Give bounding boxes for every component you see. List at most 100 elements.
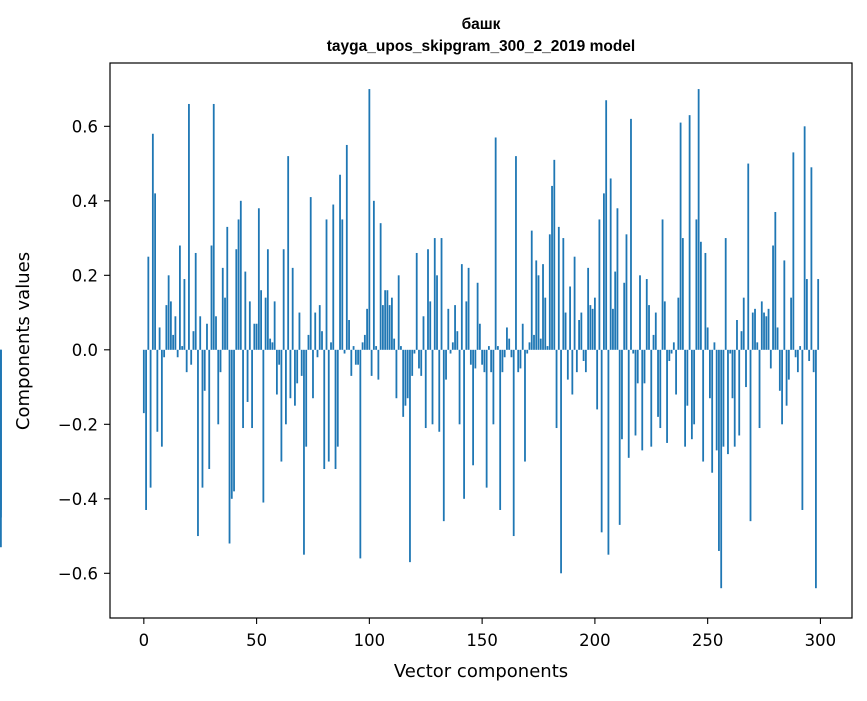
y-axis-label: Components values [13,252,34,430]
bar-21 [190,349,193,365]
bar-49 [253,323,256,350]
bar-270 [751,312,754,350]
bar-90 [345,144,348,350]
bar-79 [321,331,323,350]
bar-134 [445,349,447,380]
bar-110 [391,297,393,350]
bar-77 [316,349,319,358]
bar-284 [783,260,786,350]
bar-196 [584,349,587,373]
bar-209 [614,271,617,350]
bar-105 [379,223,382,350]
bar-53 [262,349,265,503]
bar-244 [693,349,696,425]
bar-71 [303,349,305,555]
bar-159 [501,349,504,373]
bar-258 [724,238,727,350]
bar-165 [515,156,517,350]
bar-238 [679,122,682,350]
bar-184 [557,226,560,350]
bar-226 [652,334,655,350]
bar-211 [618,349,621,525]
bar-172 [530,230,533,350]
bar-113 [397,275,400,350]
bar-142 [463,349,465,499]
x-axis-label: Vector components [394,661,568,682]
bar-89 [343,349,346,354]
bar-157 [497,346,499,350]
bar-5 [154,193,156,350]
bar-91 [348,320,350,350]
bar-239 [681,238,684,350]
bar-271 [754,308,756,350]
bar-208 [612,308,614,350]
bar-205 [605,100,608,350]
chart-title-line-1: башк [462,16,501,33]
bar-24 [197,349,199,537]
bar-56 [269,338,272,350]
bar-64 [287,156,290,350]
bar-95 [357,349,359,365]
bar-96 [359,349,362,559]
bar-126 [427,249,429,350]
bar-72 [305,349,308,447]
bar-70 [300,349,303,376]
bar-267 [745,349,747,388]
bar-114 [400,346,402,350]
bar-13 [172,334,175,350]
bar-218 [634,349,637,436]
bar-292 [801,349,804,510]
bar-48 [251,349,253,429]
bar-35 [221,267,224,350]
bar-129 [433,238,436,350]
bar-229 [659,349,662,429]
bar-84 [332,204,335,350]
bar-68 [296,349,299,384]
bar-26 [201,349,204,488]
bar-237 [677,297,680,350]
bar-277 [767,308,770,350]
y-tick-label: −0.6 [58,564,98,583]
bar-263 [736,320,738,350]
bar-256 [720,349,723,589]
bar-47 [248,301,251,350]
bar-202 [598,219,601,350]
bar-69 [298,312,301,350]
bar-136 [449,349,452,354]
bar-242 [688,115,691,350]
bar-198 [589,305,592,350]
bar-283 [781,349,783,425]
bar-212 [621,349,623,440]
bar-190 [571,349,574,395]
bar-235 [672,342,675,350]
bar-108 [386,290,389,350]
bar-289 [794,349,797,358]
bar-40 [233,349,235,492]
y-tick-label: 0.0 [72,341,98,360]
bar-217 [632,349,635,354]
bar-214 [625,234,628,350]
bar-161 [506,327,508,350]
bar-128 [431,349,434,425]
x-tick-label: 200 [579,631,611,650]
bar-257 [722,349,725,447]
bar-260 [729,349,732,354]
bar-250 [706,327,709,350]
bar-252 [711,349,714,473]
bar-225 [650,349,653,447]
bar-192 [575,349,578,373]
bar-60 [278,349,281,365]
bar-7 [158,327,161,350]
bar-140 [458,349,461,425]
bar-182 [553,159,556,350]
bar-33 [217,349,220,425]
y-tick-label: 0.2 [72,266,98,285]
bar-109 [388,305,391,350]
bar-123 [420,349,423,376]
bar-222 [643,349,646,384]
bar-45 [244,271,247,350]
bar-194 [580,312,583,350]
bar-199 [591,308,594,350]
x-tick-label: 250 [692,631,724,650]
bar-6 [156,349,159,432]
